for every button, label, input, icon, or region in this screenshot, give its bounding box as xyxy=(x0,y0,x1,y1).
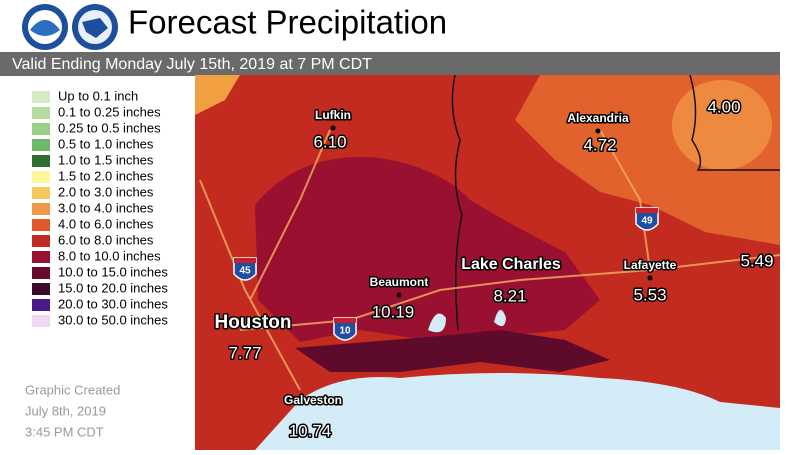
legend-label: 30.0 to 50.0 inches xyxy=(58,312,168,327)
legend-label: 1.0 to 1.5 inches xyxy=(58,152,154,167)
place-dot xyxy=(330,125,336,131)
place-name: Alexandria xyxy=(567,111,629,125)
legend-label: Up to 0.1 inch xyxy=(58,88,138,103)
amount: 4.72 xyxy=(583,135,616,154)
legend-label: 0.25 to 0.5 inches xyxy=(58,120,161,135)
legend-swatch xyxy=(32,155,50,167)
legend-swatch xyxy=(32,187,50,199)
amount: 10.74 xyxy=(289,421,332,440)
legend-swatch xyxy=(32,107,50,119)
legend-swatch xyxy=(32,171,50,183)
legend-label: 4.0 to 6.0 inches xyxy=(58,216,154,231)
legend-swatch xyxy=(32,219,50,231)
place-name: Lufkin xyxy=(315,108,351,122)
legend-label: 20.0 to 30.0 inches xyxy=(58,296,168,311)
legend-swatch xyxy=(32,251,50,263)
place-name: Lake Charles xyxy=(461,256,561,273)
legend-swatch xyxy=(32,299,50,311)
created-line: Graphic Created xyxy=(25,382,120,397)
shield-top xyxy=(334,318,356,323)
legend-label: 15.0 to 20.0 inches xyxy=(58,280,168,295)
legend-swatch xyxy=(32,203,50,215)
amount: 8.21 xyxy=(493,286,526,305)
legend-swatch xyxy=(32,235,50,247)
subtitle: Valid Ending Monday July 15th, 2019 at 7… xyxy=(12,56,372,73)
place-dot xyxy=(396,292,402,298)
shield-number: 10 xyxy=(339,326,351,337)
places: Lufkin 6.10 Alexandria 4.72 4.00 Lake Charles… xyxy=(213,96,775,442)
legend-swatch xyxy=(32,123,50,135)
amount: 7.77 xyxy=(228,343,261,362)
legend-label: 8.0 to 10.0 inches xyxy=(58,248,161,263)
shield-top xyxy=(234,258,256,263)
place-dot xyxy=(595,128,601,134)
shield-number: 49 xyxy=(641,216,653,227)
title: Forecast Precipitation xyxy=(128,4,447,41)
legend-swatch xyxy=(32,91,50,103)
legend-label: 10.0 to 15.0 inches xyxy=(58,264,168,279)
legend-label: 0.1 to 0.25 inches xyxy=(58,104,161,119)
nws-logo xyxy=(72,4,118,50)
legend-swatch xyxy=(32,267,50,279)
created-note: Graphic Created July 8th, 2019 3:45 PM CDT xyxy=(25,382,120,439)
interstate-shields: 45 10 49 xyxy=(233,207,659,341)
place-name: Lafayette xyxy=(624,258,677,272)
shield-top xyxy=(636,208,658,213)
legend-label: 0.5 to 1.0 inches xyxy=(58,136,154,151)
legend-label: 3.0 to 4.0 inches xyxy=(58,200,154,215)
shield xyxy=(333,317,357,341)
place-dot xyxy=(647,275,653,281)
place-name: Galveston xyxy=(284,393,342,407)
created-line: 3:45 PM CDT xyxy=(25,424,104,439)
legend-swatch xyxy=(32,139,50,151)
legend-swatch xyxy=(32,315,50,327)
map xyxy=(195,75,780,450)
shield xyxy=(635,207,659,231)
place-name: Beaumont xyxy=(370,275,429,289)
amount: 5.49 xyxy=(740,251,773,270)
shield-number: 45 xyxy=(239,266,251,277)
amount: 6.10 xyxy=(313,132,346,151)
subtitle-bar xyxy=(0,52,780,76)
amount: 10.19 xyxy=(372,302,415,321)
legend-label: 2.0 to 3.0 inches xyxy=(58,184,154,199)
noaa-logo xyxy=(22,4,68,50)
amount: 5.53 xyxy=(633,285,666,304)
created-line: July 8th, 2019 xyxy=(25,403,106,418)
shield xyxy=(233,257,257,281)
amount: 4.00 xyxy=(707,97,740,116)
place-name: Houston xyxy=(214,312,291,333)
legend-label: 6.0 to 8.0 inches xyxy=(58,232,154,247)
legend-label: 1.5 to 2.0 inches xyxy=(58,168,154,183)
legend-swatch xyxy=(32,283,50,295)
